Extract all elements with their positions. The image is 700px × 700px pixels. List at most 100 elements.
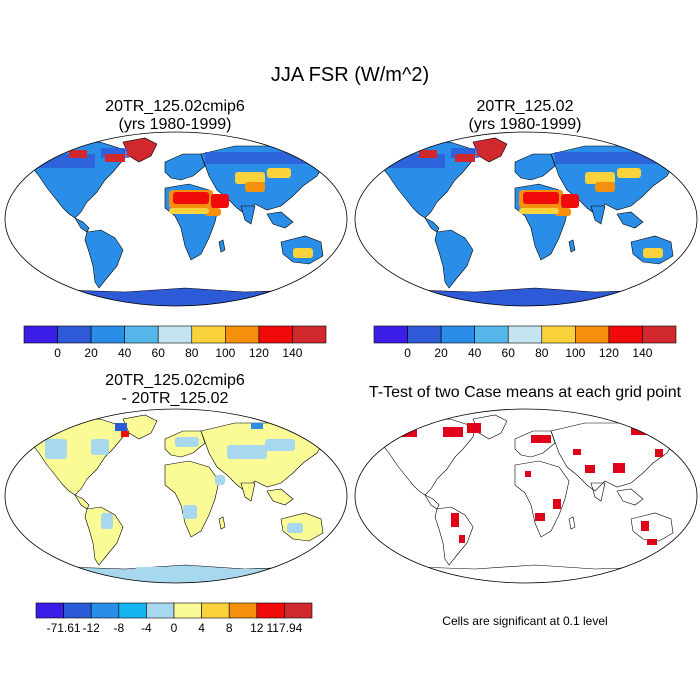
continent-seasia bbox=[266, 488, 294, 506]
significant-cell-patch bbox=[573, 449, 581, 455]
colorbar-tick-label: -71.61 bbox=[47, 621, 81, 635]
continent-india bbox=[590, 482, 606, 502]
continent-nz bbox=[334, 536, 342, 548]
negative-diff-patch bbox=[135, 567, 205, 579]
colorbar-tick-label: 0 bbox=[171, 621, 178, 635]
high-albedo-patch bbox=[555, 152, 665, 164]
continent-madagascar bbox=[218, 239, 226, 253]
significance-note: Cells are significant at 0.1 level bbox=[442, 614, 608, 628]
desert-patch bbox=[561, 194, 579, 208]
negative-diff-patch bbox=[91, 439, 109, 455]
colorbar-swatch bbox=[258, 325, 293, 344]
map-ttest bbox=[354, 408, 698, 584]
continent-nz bbox=[334, 259, 342, 271]
continent-seasia bbox=[616, 488, 644, 506]
colorbar-tick-label: 60 bbox=[502, 346, 516, 360]
colorbar-tick-label: 80 bbox=[185, 346, 199, 360]
colorbar-swatch bbox=[292, 325, 327, 344]
continent-camerica bbox=[424, 217, 440, 233]
continent-europe bbox=[164, 153, 206, 181]
colorbar-tick-label: 100 bbox=[215, 346, 235, 360]
colorbar-swatch bbox=[541, 325, 576, 344]
negative-diff-patch bbox=[227, 445, 267, 459]
desert-patch bbox=[169, 208, 209, 214]
continent-europe bbox=[514, 430, 556, 458]
desert-patch bbox=[267, 168, 291, 178]
panel-title-ttest: T-Test of two Case means at each grid po… bbox=[350, 384, 700, 402]
colorbar-swatch bbox=[118, 602, 147, 619]
continent-camerica bbox=[424, 494, 440, 510]
continent-australia bbox=[630, 512, 674, 542]
colorbar-tick-label: 80 bbox=[535, 346, 549, 360]
ice-patch bbox=[419, 150, 437, 158]
panel-title-case1: 20TR_125.02cmip6 (yrs 1980-1999) bbox=[30, 98, 320, 134]
continent-samerica bbox=[84, 229, 124, 289]
significant-cell-patch bbox=[613, 463, 625, 473]
continent-madagascar bbox=[218, 516, 226, 530]
colorbar-tick-label: 20 bbox=[84, 346, 98, 360]
colorbar-swatch bbox=[201, 602, 230, 619]
colorbar-tick-label: 0 bbox=[404, 346, 411, 360]
significant-cell-patch bbox=[535, 513, 545, 521]
colorbar-swatch bbox=[57, 325, 92, 344]
colorbar-tick-label: 120 bbox=[249, 346, 269, 360]
negative-diff-patch bbox=[215, 475, 225, 485]
colorbar-tick-label: 100 bbox=[565, 346, 585, 360]
desert-patch bbox=[555, 208, 571, 216]
colorbar-swatch bbox=[124, 325, 159, 344]
desert-patch bbox=[293, 248, 313, 258]
colorbar-swatch bbox=[35, 602, 64, 619]
colorbar-case2: 0 20 40 60 80 100 120 140 bbox=[373, 325, 677, 360]
colorbar-tick-label: 20 bbox=[434, 346, 448, 360]
continent-india bbox=[240, 205, 256, 225]
high-albedo-patch bbox=[451, 148, 479, 158]
continent-india bbox=[590, 205, 606, 225]
colorbar-tick-label: -8 bbox=[113, 621, 124, 635]
figure-title: JJA FSR (W/m^2) bbox=[270, 64, 430, 86]
panel-title-difference: 20TR_125.02cmip6 - 20TR_125.02 bbox=[30, 372, 320, 408]
colorbar-swatch bbox=[90, 325, 125, 344]
negative-diff-patch bbox=[175, 437, 199, 447]
continent-nz bbox=[684, 259, 692, 271]
negative-diff-patch bbox=[265, 439, 295, 451]
significant-cell-patch bbox=[647, 539, 657, 545]
colorbar-swatch bbox=[63, 602, 92, 619]
ice-patch bbox=[455, 154, 475, 162]
continent-india bbox=[240, 482, 256, 502]
significant-cell-patch bbox=[631, 425, 661, 435]
desert-patch bbox=[595, 182, 615, 192]
continent-samerica bbox=[434, 506, 474, 566]
continent-antarctica bbox=[374, 287, 686, 306]
colorbar-tick-label: 0 bbox=[54, 346, 61, 360]
strong-diff-patch bbox=[121, 431, 129, 437]
significant-cell-patch bbox=[605, 577, 625, 583]
high-albedo-patch bbox=[205, 152, 315, 164]
colorbar-case1: 0 20 40 60 80 100 120 140 bbox=[23, 325, 327, 360]
map-border bbox=[4, 408, 348, 584]
significant-cell-patch bbox=[585, 465, 595, 473]
ice-patch bbox=[477, 142, 499, 156]
desert-patch bbox=[211, 194, 229, 208]
map-border bbox=[354, 408, 698, 584]
map-border bbox=[4, 131, 348, 307]
continent-europe bbox=[514, 153, 556, 181]
colorbar-swatch bbox=[373, 325, 408, 344]
negative-diff-patch bbox=[101, 513, 113, 529]
colorbar-swatch bbox=[256, 602, 285, 619]
significant-cell-patch bbox=[443, 427, 463, 437]
continent-antarctica bbox=[24, 287, 336, 306]
panel-title-case1-line1: 20TR_125.02cmip6 bbox=[105, 98, 245, 115]
panel-title-case2: 20TR_125.02 (yrs 1980-1999) bbox=[380, 98, 670, 134]
significant-cell-patch bbox=[525, 471, 531, 477]
colorbar-tick-label: 40 bbox=[118, 346, 132, 360]
colorbar-swatch bbox=[157, 325, 193, 344]
panel-title-difference-line1: 20TR_125.02cmip6 bbox=[105, 372, 245, 389]
colorbar-swatch bbox=[440, 325, 475, 344]
colorbar-swatch bbox=[407, 325, 442, 344]
colorbar-swatch bbox=[284, 602, 313, 619]
continent-camerica bbox=[74, 217, 90, 233]
significant-cell-patch bbox=[467, 423, 481, 433]
panel-title-difference-line2: - 20TR_125.02 bbox=[121, 390, 229, 407]
continent-samerica bbox=[434, 229, 474, 289]
